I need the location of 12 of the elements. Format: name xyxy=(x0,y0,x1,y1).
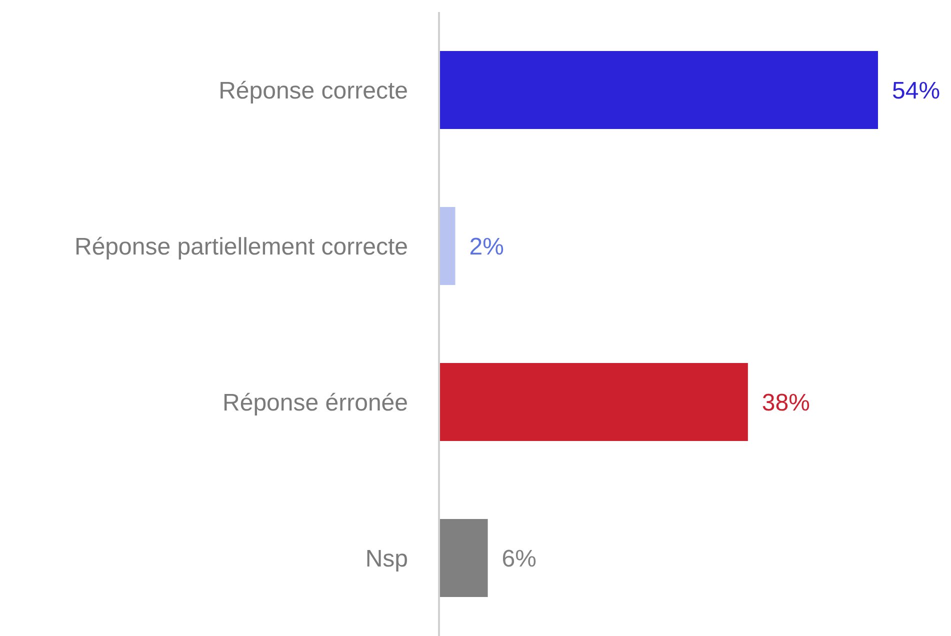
y-tick-label: Réponse correcte xyxy=(218,77,408,104)
bar xyxy=(439,363,748,441)
bar xyxy=(439,51,878,129)
y-tick-label: Réponse partiellement correcte xyxy=(74,233,408,260)
data-label: 6% xyxy=(502,545,536,572)
y-tick-label: Réponse érronée xyxy=(222,389,408,416)
data-label: 2% xyxy=(469,233,504,260)
data-label: 38% xyxy=(762,389,810,416)
y-tick-label: Nsp xyxy=(365,545,408,572)
data-label: 54% xyxy=(892,77,940,104)
bar xyxy=(439,207,456,285)
bar xyxy=(439,519,488,597)
